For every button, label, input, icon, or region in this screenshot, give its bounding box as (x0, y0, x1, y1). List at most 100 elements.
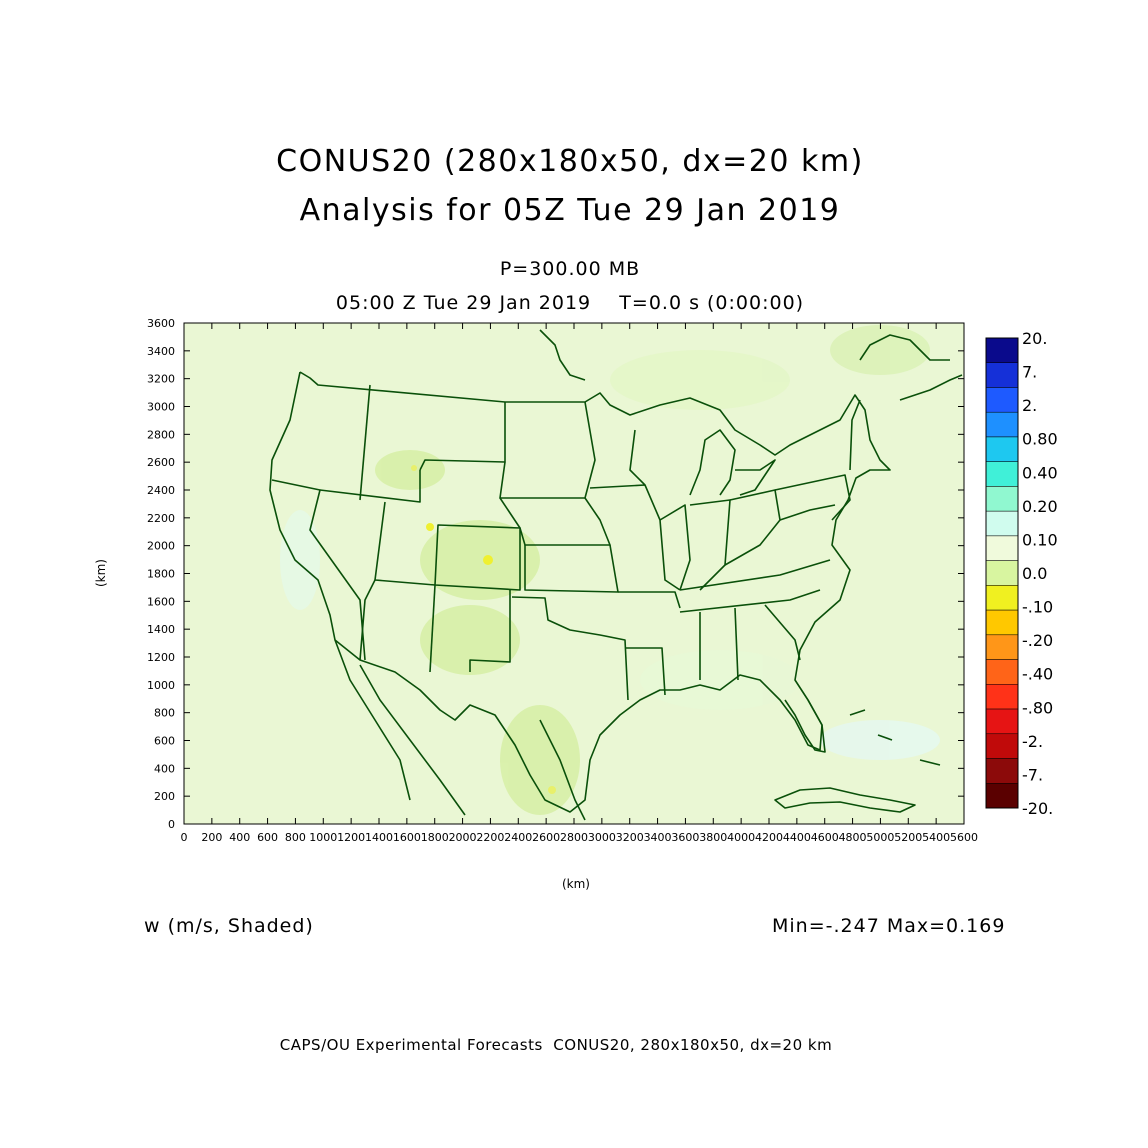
colorbar-swatch (985, 337, 1019, 363)
x-tick-label: 5000 (866, 831, 894, 844)
x-tick-label: 3000 (588, 831, 616, 844)
colorbar-swatch (985, 486, 1019, 512)
colorbar-label: -7. (1022, 765, 1043, 784)
credit-line: CAPS/OU Experimental Forecasts CONUS20, … (279, 1036, 833, 1054)
x-tick-label: 4200 (755, 831, 783, 844)
x-tick-label: 2800 (560, 831, 588, 844)
y-tick-label: 1200 (147, 651, 175, 664)
y-tick-label: 0 (168, 818, 175, 831)
y-tick-label: 600 (154, 735, 175, 748)
y-tick-label: 1800 (147, 568, 175, 581)
x-tick-label: 1600 (393, 831, 421, 844)
y-tick-label: 3200 (147, 373, 175, 386)
pressure-level: P=300.00 MB (499, 258, 641, 280)
x-tick-label: 1400 (365, 831, 393, 844)
colorbar-swatch (985, 783, 1019, 809)
y-tick-label: 2800 (147, 428, 175, 441)
x-tick-label: 3400 (644, 831, 672, 844)
plot-area (183, 322, 965, 825)
x-tick-label: 4800 (839, 831, 867, 844)
x-tick-label: 5400 (922, 831, 950, 844)
colorbar-swatch (985, 461, 1019, 487)
y-tick-label: 200 (154, 790, 175, 803)
y-tick-label: 1400 (147, 623, 175, 636)
x-tick-label: 2600 (532, 831, 560, 844)
x-axis-label: (km) (562, 877, 590, 891)
field-name: w (m/s, Shaded) (144, 915, 314, 937)
x-tick-label: 1000 (309, 831, 337, 844)
colorbar-swatch (985, 733, 1019, 759)
x-tick-label: 400 (229, 831, 250, 844)
colorbar-label: -.20 (1022, 631, 1053, 650)
x-tick-label: 4600 (811, 831, 839, 844)
colorbar-swatch (985, 560, 1019, 586)
min-max-values: Min=-.247 Max=0.169 (772, 915, 1006, 937)
field-shading (280, 325, 940, 815)
colorbar-swatch (985, 411, 1019, 438)
y-tick-label: 2400 (147, 484, 175, 497)
y-tick-label: 1000 (147, 679, 175, 692)
colorbar: 20. 7. 2. 0.80 0.40 0.20 0.10 0.0 -.10 -.20 -.40 -.… (985, 329, 1058, 818)
x-tick-label: 3800 (699, 831, 727, 844)
valid-time: 05:00 Z Tue 29 Jan 2019 T=0.0 s (0:00:00… (335, 292, 805, 314)
colorbar-swatch (985, 708, 1019, 735)
x-tick-label: 0 (181, 831, 188, 844)
colorbar-label: -2. (1022, 732, 1043, 751)
y-tick-label: 2000 (147, 540, 175, 553)
x-tick-label: 2200 (476, 831, 504, 844)
colorbar-swatch (985, 634, 1019, 660)
colorbar-swatch (985, 609, 1019, 636)
colorbar-swatch (985, 387, 1019, 413)
y-tick-label: 800 (154, 707, 175, 720)
y-tick-label: 2600 (147, 456, 175, 469)
y-tick-label: 3000 (147, 401, 175, 414)
colorbar-label: 7. (1022, 363, 1037, 382)
x-tick-label: 5600 (950, 831, 978, 844)
map-title: CONUS20 (280x180x50, dx=20 km) (276, 144, 864, 179)
map-subtitle: Analysis for 05Z Tue 29 Jan 2019 (299, 193, 841, 228)
x-tick-label: 4400 (783, 831, 811, 844)
x-tick-label: 4000 (727, 831, 755, 844)
colorbar-swatch (985, 535, 1019, 561)
colorbar-swatch (985, 659, 1019, 685)
colorbar-label: 0.40 (1022, 463, 1058, 482)
us-outline (269, 371, 891, 813)
x-tick-label: 200 (201, 831, 222, 844)
x-tick-label: 1800 (421, 831, 449, 844)
colorbar-label: 20. (1022, 329, 1047, 348)
colorbar-label: -20. (1022, 799, 1053, 818)
colorbar-label: 2. (1022, 396, 1037, 415)
y-tick-label: 3600 (147, 317, 175, 330)
y-tick-label: 3400 (147, 345, 175, 358)
colorbar-label: 0.20 (1022, 497, 1058, 516)
y-tick-label: 1600 (147, 595, 175, 608)
colorbar-swatch (985, 436, 1019, 462)
colorbar-frame (985, 337, 1019, 809)
colorbar-swatch (985, 585, 1019, 611)
x-tick-label: 2400 (504, 831, 532, 844)
x-tick-label: 3600 (671, 831, 699, 844)
x-tick-label: 2000 (449, 831, 477, 844)
y-tick-label: 2200 (147, 512, 175, 525)
x-tick-label: 3200 (616, 831, 644, 844)
x-axis: 0 200 400 600 800 1000 1200 1400 1600 1800 2000 220… (181, 323, 978, 844)
colorbar-label: -.80 (1022, 698, 1053, 717)
colorbar-swatch (985, 684, 1019, 710)
colorbar-label: 0.0 (1022, 564, 1047, 583)
colorbar-swatch (985, 758, 1019, 784)
colorbar-label: 0.80 (1022, 430, 1058, 449)
y-axis: 0 200 400 600 800 1000 1200 1400 1600 1800 2000 220… (147, 317, 964, 831)
colorbar-label: 0.10 (1022, 530, 1058, 549)
colorbar-swatch (985, 510, 1019, 537)
colorbar-label: -.10 (1022, 598, 1053, 617)
y-tick-label: 400 (154, 762, 175, 775)
colorbar-swatch (985, 362, 1019, 388)
x-tick-label: 5200 (894, 831, 922, 844)
x-tick-label: 600 (257, 831, 278, 844)
x-tick-label: 1200 (337, 831, 365, 844)
geographic-boundaries (269, 329, 963, 821)
y-axis-label: (km) (94, 559, 108, 587)
x-tick-label: 800 (285, 831, 306, 844)
colorbar-label: -.40 (1022, 665, 1053, 684)
